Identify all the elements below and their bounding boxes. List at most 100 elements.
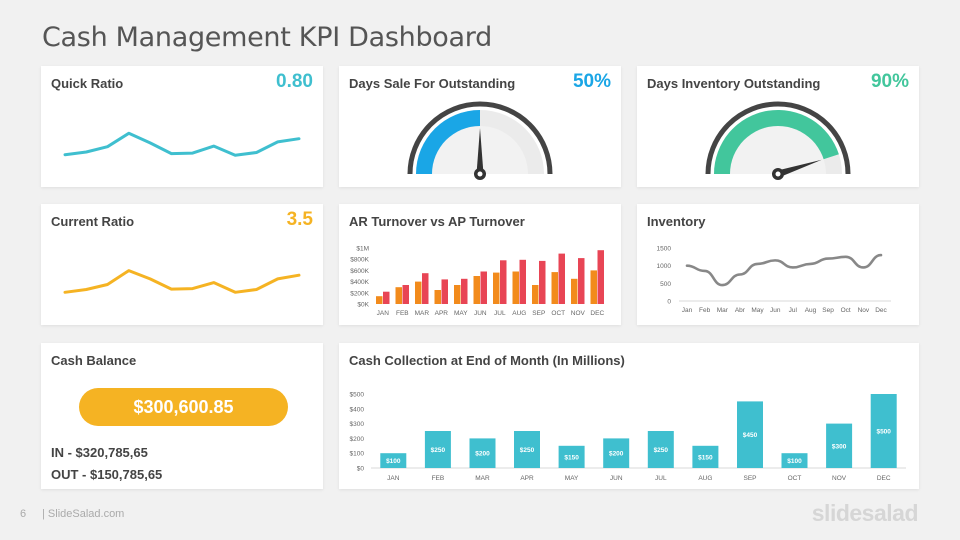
days-inventory-value: 90% [870,71,909,92]
current-ratio-title: Current Ratio [51,214,135,229]
x-tick-label: MAR [415,310,430,317]
x-tick-label: APR [435,310,449,317]
x-tick-label: OCT [788,475,802,482]
y-tick-label: 500 [660,281,671,288]
bar [434,290,441,304]
x-tick-label: Mar [717,307,729,314]
bar [441,279,448,304]
inventory-title: Inventory [647,214,706,229]
ar-ap-card: AR Turnover vs AP Turnover $0K $200K $400K… [339,204,621,325]
cash-balance-amount: $300,600.85 [79,388,288,426]
days-sale-card: Days Sale For Outstanding 50% [339,66,621,187]
bar [380,453,407,468]
days-sale-title: Days Sale For Outstanding [349,76,516,91]
inventory-chart: 0 500 1000 1500 Jan Feb Mar Abr May Jun Jul Aug Sep O… [657,246,891,314]
bar [473,276,480,304]
gauge-needle [476,128,484,174]
x-tick-label: APR [520,475,534,482]
bar [532,285,539,304]
current-ratio-value: 3.5 [286,209,313,230]
y-tick-label: $0K [357,302,369,309]
data-label: $450 [743,432,758,439]
y-tick-label: $400K [350,279,369,286]
x-tick-label: JAN [387,475,400,482]
x-tick-label: SEP [532,310,545,317]
data-label: $200 [475,451,490,458]
x-tick-label: Dec [875,307,887,314]
x-tick-label: Aug [805,307,817,314]
bar [480,271,487,304]
bar [493,272,500,304]
x-tick-label: DEC [877,475,891,482]
bar [424,431,451,468]
y-tick-label: 0 [667,299,671,306]
x-tick-label: JUN [474,310,487,317]
x-tick-label: JUL [655,475,667,482]
gauge-pivot-center [477,171,483,177]
bar [781,453,808,468]
bar [376,296,383,304]
page-number: 6 [20,508,27,520]
gauge-needle [776,159,822,178]
x-tick-label: Abr [735,307,746,314]
gauge-rim [407,101,553,175]
bar [454,285,461,304]
x-tick-label: SEP [743,475,756,482]
bar [826,423,853,468]
y-tick-label: 1500 [657,246,672,253]
x-tick-label: Jul [789,307,798,314]
data-label: $150 [698,454,713,461]
inventory-card: Inventory 0 500 1000 1500 Jan Feb Mar Abr May Jun… [637,204,919,325]
data-label: $200 [609,451,624,458]
data-label: $150 [564,454,579,461]
x-tick-label: AUG [698,475,712,482]
bar [737,401,763,468]
bar [551,272,558,304]
x-tick-label: AUG [512,310,526,317]
y-tick-label: $400 [350,406,365,413]
x-tick-label: NOV [832,475,847,482]
bar [870,394,897,468]
data-label: $250 [431,447,446,454]
y-tick-label: $600K [350,268,369,275]
page-title: Cash Management KPI Dashboard [42,22,492,53]
x-tick-label: JUL [494,310,506,317]
y-tick-label: $200K [350,290,369,297]
x-tick-label: FEB [432,475,445,482]
x-tick-label: JUN [610,475,623,482]
x-tick-label: Nov [858,307,870,314]
x-tick-label: MAR [475,475,490,482]
series-line [63,269,301,294]
bar [578,258,585,304]
bar [558,253,565,304]
gauge-pivot-center [775,171,781,177]
cash-balance-title: Cash Balance [51,353,137,368]
data-label: $300 [832,443,847,450]
bar [402,285,409,304]
x-tick-label: Oct [841,307,851,314]
bar [571,278,578,304]
data-label: $100 [386,458,401,465]
x-tick-label: DEC [590,310,604,317]
bar [692,445,719,468]
days-inventory-card: Days Inventory Outstanding 90% [637,66,919,187]
quick-ratio-value: 0.80 [276,71,313,92]
x-tick-label: MAY [454,310,468,317]
x-tick-label: Jun [770,307,781,314]
ar-ap-title: AR Turnover vs AP Turnover [349,214,525,229]
bar [383,291,390,304]
cash-out: OUT - $150,785,65 [51,467,163,482]
bar [514,431,540,468]
bar [539,260,546,304]
bar [590,270,597,304]
bar [395,287,402,304]
y-tick-label: $1M [356,246,369,253]
x-tick-label: Feb [699,307,711,314]
series-line [685,253,883,287]
y-tick-label: $500 [350,392,365,399]
series-line [63,131,301,157]
current-ratio-chart [63,269,301,294]
y-tick-label: $800K [350,257,369,264]
bar [647,431,674,468]
bar [519,259,526,304]
